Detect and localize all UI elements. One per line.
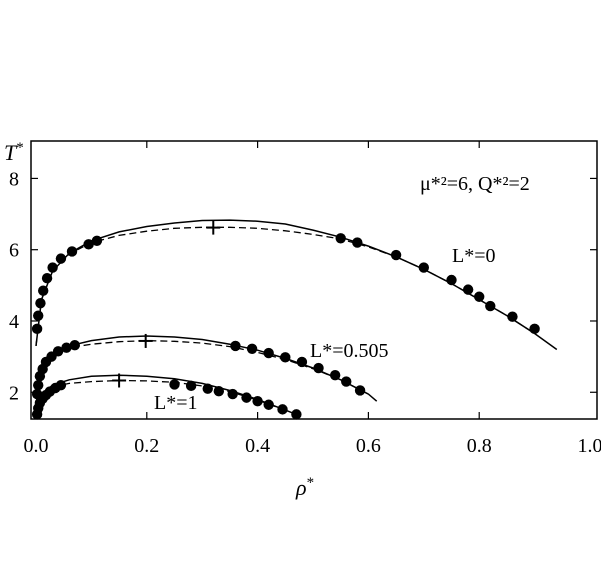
data-point bbox=[61, 342, 72, 353]
data-point bbox=[33, 310, 44, 321]
data-point bbox=[280, 352, 291, 363]
data-point bbox=[529, 323, 540, 335]
x-axis-label: ρ* bbox=[295, 475, 314, 500]
y-tick-label: 8 bbox=[9, 168, 19, 190]
y-tick-label: 6 bbox=[9, 240, 19, 262]
plot-frame bbox=[30, 140, 598, 420]
x-tick-labels: 0.0 0.2 0.4 0.6 0.8 1.0 bbox=[24, 435, 601, 457]
data-point bbox=[91, 235, 103, 246]
data-point bbox=[252, 395, 263, 407]
data-point bbox=[169, 379, 180, 390]
x-tick-label: 0.2 bbox=[134, 435, 159, 457]
data-point bbox=[66, 246, 78, 257]
data-point bbox=[52, 346, 64, 357]
data-point bbox=[230, 340, 241, 352]
critical-point-markers bbox=[112, 220, 221, 388]
curve-label-l1: L*=1 bbox=[154, 392, 198, 414]
data-point bbox=[446, 274, 457, 286]
data-point bbox=[83, 239, 94, 250]
y-tick-label: 2 bbox=[9, 382, 19, 404]
data-point bbox=[329, 369, 341, 381]
data-point bbox=[291, 409, 302, 420]
ylabel-symbol: T bbox=[4, 140, 18, 165]
x-tick-label: 0.8 bbox=[467, 435, 492, 457]
data-point bbox=[263, 347, 274, 359]
y-tick-label: 4 bbox=[9, 311, 19, 333]
data-point bbox=[474, 291, 485, 302]
curve-label-l0505: L*=0.505 bbox=[310, 340, 389, 362]
data-point bbox=[202, 383, 213, 394]
data-point bbox=[241, 392, 252, 403]
solid-curve-0 bbox=[35, 219, 558, 351]
xlabel-symbol: ρ bbox=[295, 475, 307, 500]
data-point bbox=[38, 285, 49, 296]
data-point bbox=[69, 340, 80, 351]
data-point bbox=[227, 388, 238, 400]
data-point bbox=[418, 262, 429, 273]
data-point bbox=[246, 343, 258, 354]
data-point bbox=[313, 362, 324, 374]
data-point bbox=[47, 262, 58, 273]
x-tick-label: 0.6 bbox=[356, 435, 381, 457]
data-point bbox=[390, 249, 402, 261]
data-point bbox=[31, 323, 43, 335]
data-point bbox=[507, 311, 518, 322]
data-point bbox=[263, 399, 274, 410]
xlabel-superscript: * bbox=[307, 475, 315, 491]
data-point bbox=[485, 300, 496, 312]
data-point bbox=[277, 404, 288, 415]
data-point bbox=[213, 386, 225, 397]
ylabel-superscript: * bbox=[16, 140, 24, 156]
parameter-annotation: μ*²=6, Q*²=2 bbox=[420, 173, 530, 195]
y-axis-label: T* bbox=[4, 140, 24, 165]
dashed-curve-0 bbox=[35, 226, 535, 346]
data-markers bbox=[31, 233, 540, 420]
data-point bbox=[55, 379, 67, 391]
data-point bbox=[335, 233, 346, 244]
data-point bbox=[341, 376, 352, 387]
y-tick-labels: 2 4 6 8 bbox=[9, 168, 19, 404]
x-tick-label: 0.4 bbox=[245, 435, 270, 457]
data-point bbox=[296, 356, 308, 368]
x-tick-label: 1.0 bbox=[578, 435, 601, 457]
x-tick-label: 0.0 bbox=[24, 435, 49, 457]
curve-label-l0: L*=0 bbox=[452, 245, 496, 267]
data-point bbox=[41, 273, 53, 284]
data-point bbox=[185, 380, 197, 392]
data-point bbox=[55, 253, 67, 264]
data-point bbox=[462, 284, 474, 295]
data-point bbox=[354, 385, 366, 396]
data-point bbox=[35, 297, 46, 309]
data-point bbox=[33, 379, 44, 391]
data-point bbox=[352, 237, 363, 248]
